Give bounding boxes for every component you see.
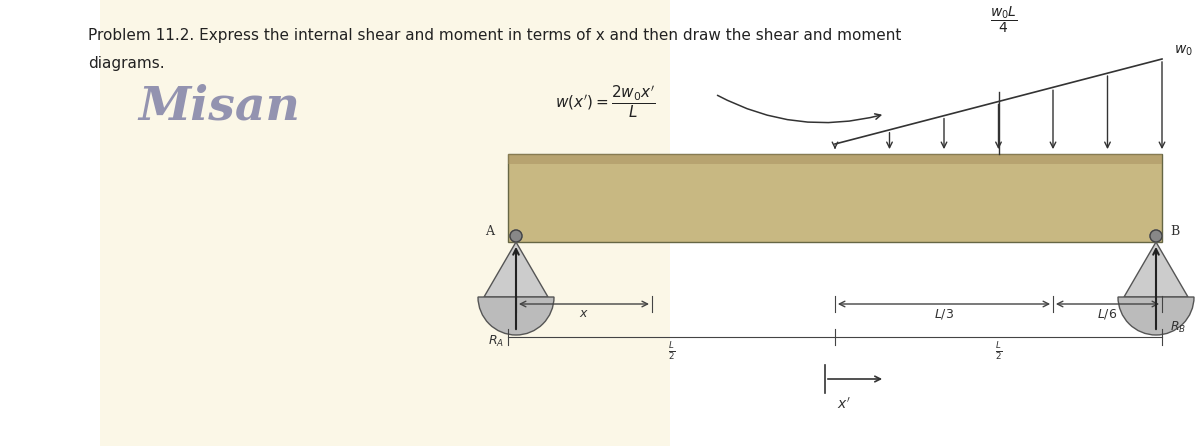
Text: $\dfrac{w_0 L}{4}$: $\dfrac{w_0 L}{4}$ (990, 4, 1018, 35)
Bar (508, 154, 1162, 164)
Circle shape (510, 230, 522, 242)
Text: $w(x') = \dfrac{2w_0 x'}{L}$: $w(x') = \dfrac{2w_0 x'}{L}$ (554, 84, 656, 120)
Text: $x$: $x$ (580, 307, 589, 320)
Text: $\frac{L}{2}$: $\frac{L}{2}$ (995, 340, 1002, 362)
Wedge shape (1118, 297, 1194, 335)
Text: $x'$: $x'$ (838, 397, 851, 412)
Text: $R_A$: $R_A$ (488, 334, 504, 349)
Bar (508, 154, 1162, 242)
Text: A: A (485, 225, 494, 238)
Text: $R_B$: $R_B$ (1170, 320, 1186, 335)
Text: $L/6$: $L/6$ (1097, 307, 1117, 321)
Wedge shape (478, 297, 554, 335)
Text: Misan: Misan (138, 84, 300, 130)
Text: B: B (1170, 225, 1180, 238)
Polygon shape (484, 242, 548, 297)
Text: diagrams.: diagrams. (88, 56, 164, 71)
Text: $L/3$: $L/3$ (934, 307, 954, 321)
Bar (100, 0, 670, 446)
Polygon shape (1124, 242, 1188, 297)
Text: $w_0$: $w_0$ (1174, 44, 1193, 58)
Text: Problem 11.2. Express the internal shear and moment in terms of x and then draw : Problem 11.2. Express the internal shear… (88, 28, 901, 43)
Circle shape (1150, 230, 1162, 242)
Text: $\frac{L}{2}$: $\frac{L}{2}$ (667, 340, 676, 362)
